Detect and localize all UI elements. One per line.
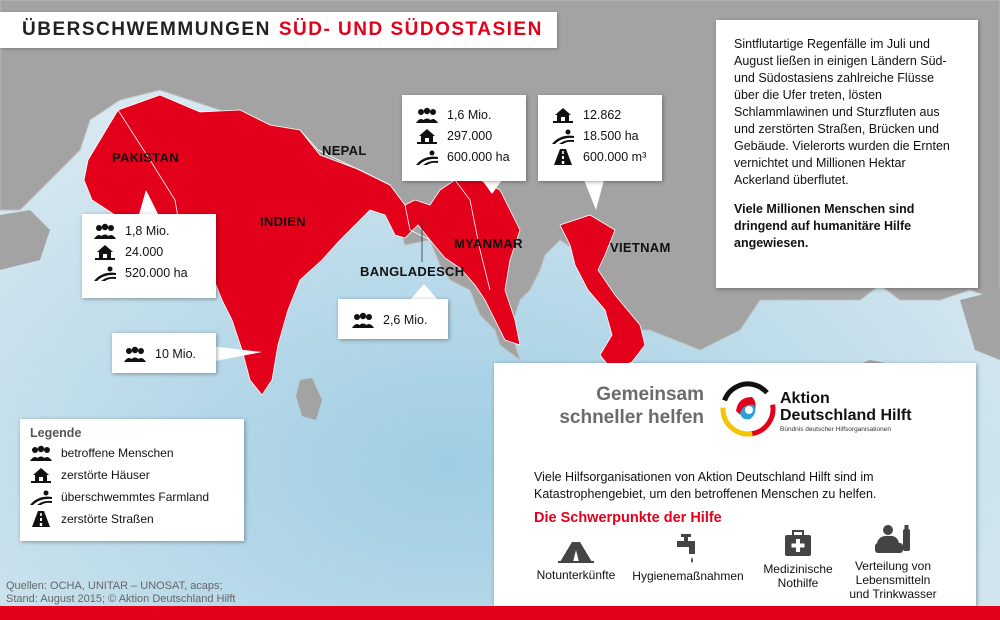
callout-pointer-bangladesch [410, 284, 438, 300]
slogan-line: Gemeinsam [596, 384, 704, 405]
sources-line: Quellen: OCHA, UNITAR – UNOSAT, acaps; [6, 580, 223, 592]
callout-value: 297.000 [447, 128, 493, 143]
aid-label: Verteilung von [854, 559, 932, 573]
callout-value: 24.000 [125, 244, 164, 259]
country-label-indien: INDIEN [260, 214, 306, 229]
legend-heading: Legende [30, 426, 82, 440]
aid-item-medical: Medizinische Nothilfe [750, 530, 846, 590]
aid-label: Nothilfe [777, 576, 819, 590]
slogan: Gemeinsam schneller helfen [540, 383, 704, 429]
callout-myanmar: 1,6 Mio. 297.000 600.000 ha [402, 95, 526, 181]
region-vietnam [559, 214, 646, 371]
callout-value: 18.500 ha [583, 128, 639, 143]
callout-vietnam: 12.862 18.500 ha 600.000 m³ [538, 95, 662, 181]
aid-label: Notunterkünfte [536, 568, 616, 582]
first-aid-kit-icon [785, 530, 811, 556]
callout-value: 10 Mio. [155, 346, 196, 361]
callout-value: 2,6 Mio. [383, 312, 428, 327]
country-label-myanmar: MYANMAR [454, 236, 523, 251]
logo-line: Aktion [780, 390, 830, 407]
help-description: Viele Hilfsorganisationen von Aktion Deu… [534, 470, 877, 501]
aid-item-food: Verteilung von Lebensmitteln und Trinkwa… [838, 523, 948, 601]
logo-wordmark: Aktion Deutschland Hilft Bündnis deutsch… [780, 390, 912, 433]
callout-indien: 10 Mio. [112, 333, 216, 373]
map-title: ÜBERSCHWEMMUNGEN SÜD- UND SÜDOSTASIEN [0, 12, 557, 48]
callout-value: 12.862 [583, 107, 622, 122]
region-pakistan-india [83, 94, 521, 396]
info-paragraph-highlight: Viele Millionen Menschen sind dringend a… [734, 202, 915, 250]
food-water-icon [875, 525, 910, 553]
callout-pointer-pakistan [138, 190, 160, 218]
callout-pointer-indien [210, 346, 262, 362]
farmland-icon [552, 129, 574, 144]
farmland-icon [416, 150, 438, 165]
callout-value: 600.000 ha [447, 149, 510, 164]
farmland-icon [30, 490, 52, 505]
people-icon [124, 346, 146, 362]
info-box: Sintflutartige Regenfälle im Juli und Au… [716, 20, 978, 288]
callout-value: 1,8 Mio. [125, 223, 170, 238]
house-icon [553, 107, 573, 123]
people-icon [416, 107, 438, 123]
aid-item-shelter: Notunterkünfte [528, 538, 624, 582]
callout-pointer-vietnam [584, 180, 604, 210]
aktion-deutschland-hilft-logo-icon [720, 381, 776, 437]
help-panel: Gemeinsam schneller helfen Aktion Deutsc… [494, 363, 976, 606]
logo-line: Deutschland Hilft [780, 407, 912, 424]
callout-value: 520.000 ha [125, 265, 188, 280]
people-icon [94, 223, 116, 239]
logo-tagline: Bündnis deutscher Hilfsorganisationen [780, 426, 891, 433]
title-part1: ÜBERSCHWEMMUNGEN [22, 19, 271, 40]
aid-label: Lebensmitteln [855, 573, 931, 587]
help-heading: Die Schwerpunkte der Hilfe [534, 510, 722, 526]
country-label-nepal: NEPAL [322, 143, 367, 158]
callout-value: 1,6 Mio. [447, 107, 492, 122]
country-label-vietnam: VIETNAM [610, 240, 671, 255]
slogan-line: schneller helfen [559, 407, 704, 428]
info-paragraph: Sintflutartige Regenfälle im Juli und Au… [734, 37, 950, 187]
aid-label: Medizinische [763, 562, 833, 576]
aid-item-hygiene: Hygienemaßnahmen [624, 533, 752, 583]
tent-icon [558, 542, 594, 563]
country-label-pakistan: PAKISTAN [112, 150, 179, 165]
callout-pointer-myanmar [482, 180, 502, 194]
people-icon [30, 445, 52, 461]
legend-item-label: überschwemmtes Farmland [61, 490, 210, 504]
legend-item-label: zerstörte Häuser [61, 468, 150, 482]
callout-pakistan: 1,8 Mio. 24.000 520.000 ha [82, 214, 216, 298]
legend-item-label: zerstörte Straßen [61, 512, 154, 526]
country-label-bangladesch: BANGLADESCH [360, 264, 465, 279]
callout-bangladesch: 2,6 Mio. [338, 299, 448, 339]
aid-label: Hygienemaßnahmen [632, 569, 744, 583]
house-icon [417, 128, 437, 144]
stand-line: Stand: August 2015; © Aktion Deutschland… [6, 593, 236, 605]
house-icon [31, 468, 51, 483]
callout-value: 600.000 m³ [583, 149, 647, 164]
sources-credit: Quellen: OCHA, UNITAR – UNOSAT, acaps; S… [6, 580, 266, 606]
bottom-accent-bar [0, 606, 1000, 620]
road-icon [554, 148, 572, 165]
house-icon [95, 244, 115, 260]
legend-item-label: betroffene Menschen [61, 446, 174, 460]
people-icon [352, 312, 374, 328]
water-tap-icon [677, 534, 695, 563]
aid-label: und Trinkwasser [849, 587, 937, 601]
title-part2: SÜD- UND SÜDOSTASIEN [278, 19, 543, 40]
farmland-icon [94, 266, 116, 281]
legend: Legende betroffene Menschen zerstörte Hä… [20, 419, 244, 541]
road-icon [32, 511, 50, 527]
